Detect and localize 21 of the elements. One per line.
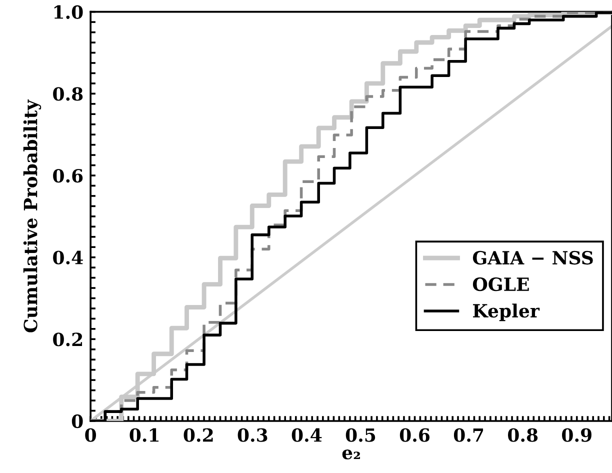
x-tick-label: 0.1	[130, 428, 159, 442]
x-tick-label: 0.6	[400, 428, 430, 442]
x-tick-label: 0.4	[292, 428, 322, 442]
y-tick-label: 1.0	[54, 5, 83, 19]
x-tick-label: 0.2	[184, 428, 213, 442]
y-axis-title: Cumulative Probability	[23, 99, 42, 332]
y-tick-label: 0.6	[53, 168, 83, 183]
y-tick-label: 0.8	[53, 87, 83, 101]
y-tick-label: 0.4	[53, 250, 83, 264]
x-tick-label: 0.7	[454, 428, 484, 442]
x-axis-title: e₂	[342, 449, 360, 460]
legend-label: OGLE	[472, 277, 529, 292]
y-tick-label: 0.2	[53, 332, 82, 346]
x-tick-label: 0.9	[562, 428, 592, 442]
y-tick-label: 0	[72, 414, 83, 428]
legend-label: GAIA − NSS	[472, 250, 593, 265]
legend-label: Kepler	[473, 304, 540, 322]
x-tick-label: 0	[85, 428, 96, 442]
x-tick-label: 0.3	[238, 428, 268, 442]
x-tick-label: 0.5	[346, 428, 376, 442]
x-tick-label: 0.8	[508, 428, 538, 442]
